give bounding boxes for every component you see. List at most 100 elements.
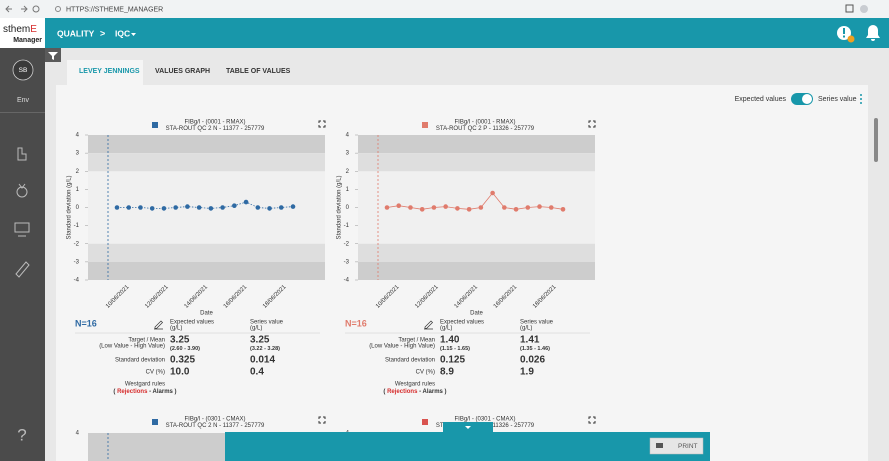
data-point[interactable] (431, 205, 437, 210)
breadcrumb-sep: > (100, 28, 105, 38)
expand-icon[interactable] (318, 416, 326, 424)
breadcrumb-page[interactable]: IQC (115, 28, 130, 38)
y-tick-label: -4 (74, 278, 80, 284)
chart-subtitle: STA-ROUT QC 2 P - 11326 - 257779 (436, 126, 535, 132)
row-sublabel: (Low Value - High Value) (99, 344, 165, 350)
data-point[interactable] (396, 203, 402, 208)
logo-part: E (30, 24, 37, 35)
data-point[interactable] (208, 206, 214, 211)
sd-band (88, 243, 325, 262)
data-point[interactable] (138, 205, 143, 210)
n-label: N=16 (345, 318, 367, 328)
tab[interactable]: LEVEY JENNINGS (79, 68, 140, 75)
row-label: Standard deviation (115, 358, 165, 364)
row-label: Westgard rules (395, 382, 435, 388)
data-point[interactable] (443, 204, 448, 209)
y-tick-label: 2 (76, 169, 80, 175)
sidepanel-icon[interactable] (845, 4, 854, 13)
nav-icon-lab[interactable] (17, 147, 27, 161)
toggle-knob (802, 94, 812, 104)
data-point[interactable] (278, 205, 284, 210)
data-point[interactable] (149, 206, 155, 211)
bell-icon[interactable] (866, 25, 880, 41)
user-avatar[interactable] (12, 59, 34, 81)
data-point[interactable] (478, 205, 484, 210)
data-point[interactable] (513, 207, 519, 212)
data-point[interactable] (255, 205, 261, 210)
data-point[interactable] (267, 206, 272, 211)
data-point[interactable] (185, 204, 190, 209)
tab[interactable]: VALUES GRAPH (155, 68, 210, 75)
data-point[interactable] (455, 206, 460, 211)
data-point[interactable] (560, 207, 566, 212)
sd-band (88, 261, 325, 280)
col-unit: (g/L) (520, 326, 532, 332)
nav-icon-medal[interactable] (16, 186, 28, 198)
data-point[interactable] (173, 205, 178, 210)
data-point[interactable] (220, 205, 225, 210)
westgard-legend-part: - (417, 389, 422, 395)
data-point[interactable] (490, 190, 495, 196)
nav-icon-monitor[interactable] (14, 222, 30, 233)
charts: FIBg/l - (0001 - RMAX)STA-ROUT QC 2 N - … (67, 120, 596, 461)
expand-icon[interactable] (588, 120, 596, 128)
row-label: Target / Mean (128, 338, 165, 344)
more-menu[interactable] (860, 94, 862, 104)
cv-expected: 8.9 (440, 367, 454, 378)
n-label: N=16 (75, 318, 97, 328)
data-point[interactable] (408, 205, 413, 210)
data-point[interactable] (290, 204, 296, 209)
col-unit: (g/L) (170, 326, 182, 332)
westgard-legend-part: ) (443, 389, 447, 395)
y-tick-label: -4 (344, 278, 350, 284)
sd-expected: 0.325 (170, 355, 195, 366)
data-point[interactable] (243, 199, 249, 205)
nav-icon-tools[interactable] (15, 261, 30, 278)
legend-swatch (422, 419, 428, 425)
reload[interactable] (32, 5, 40, 13)
expand-icon[interactable] (318, 120, 326, 128)
data-point[interactable] (419, 207, 425, 212)
data-point[interactable] (126, 205, 132, 210)
help-icon[interactable]: ? (17, 425, 26, 444)
profile-icon[interactable] (860, 5, 868, 13)
active-tab-bg (67, 60, 143, 85)
data-point[interactable] (232, 203, 237, 208)
westgard-legend-part: ( (383, 389, 387, 395)
data-point[interactable] (161, 206, 167, 211)
y-tick-label: 0 (76, 205, 80, 211)
data-point[interactable] (502, 205, 507, 210)
data-point[interactable] (548, 205, 554, 210)
print-label: PRINT (678, 443, 698, 450)
edit-icon[interactable] (154, 320, 163, 330)
y-tick-label: 4 (346, 133, 350, 139)
breadcrumb-section[interactable]: QUALITY (57, 28, 95, 38)
data-point[interactable] (525, 205, 531, 210)
chart-title: FIBg/l - (0301 - CMAX) (454, 417, 515, 423)
tab[interactable]: TABLE OF VALUES (226, 68, 291, 75)
dropdown-caret[interactable] (131, 33, 136, 36)
y-tick-label: -2 (344, 241, 350, 247)
logo-part: sthem (3, 24, 30, 35)
col-header: Series value (520, 320, 554, 326)
y-tick-label: 1 (346, 187, 350, 193)
scrollbar-thumb[interactable] (874, 118, 878, 162)
y-tick-label: -1 (74, 223, 80, 229)
row-label: CV (%) (416, 370, 435, 376)
edit-icon[interactable] (424, 320, 433, 330)
expand-icon[interactable] (588, 416, 596, 424)
chart-title: FIBg/l - (0001 - RMAX) (454, 120, 515, 126)
westgard-legend-part: Alarms (153, 389, 174, 395)
alert-mark (843, 28, 845, 34)
nav-arrows[interactable] (5, 5, 28, 13)
data-point[interactable] (114, 205, 120, 210)
data-point[interactable] (384, 205, 390, 210)
data-point[interactable] (196, 205, 202, 210)
print-button[interactable] (649, 437, 704, 455)
y-tick-label: 2 (346, 169, 350, 175)
url[interactable]: HTTPS://STHEME_MANAGER (66, 6, 163, 13)
data-point[interactable] (466, 207, 472, 212)
data-point[interactable] (537, 204, 542, 209)
target-series: 1.41 (520, 335, 540, 346)
